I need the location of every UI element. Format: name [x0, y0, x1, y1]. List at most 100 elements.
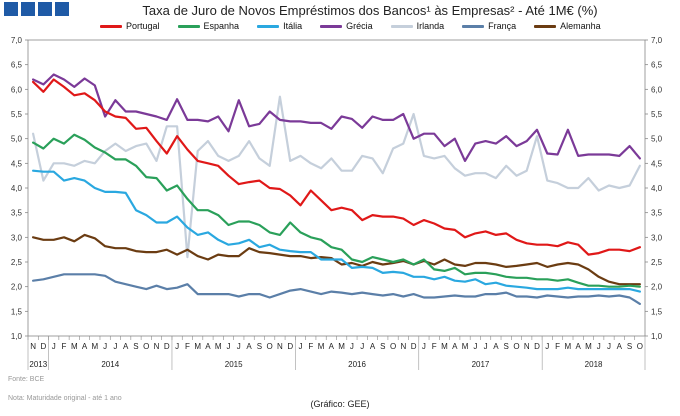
- footnote: Nota: Maturidade original - até 1 ano: [8, 395, 122, 402]
- legend-label: Espanha: [203, 21, 240, 31]
- y-tick-label-right: 7,0: [651, 36, 663, 45]
- x-month-label: M: [71, 342, 78, 351]
- x-month-label: N: [400, 342, 406, 351]
- x-month-label: F: [555, 342, 560, 351]
- x-month-label: A: [246, 342, 252, 351]
- x-month-label: J: [607, 342, 611, 351]
- y-tick-label-right: 6,0: [651, 85, 663, 94]
- y-tick-label-left: 7,0: [11, 36, 23, 45]
- x-month-label: O: [637, 342, 643, 351]
- x-month-label: J: [484, 342, 488, 351]
- x-month-label: N: [154, 342, 160, 351]
- x-month-label: O: [390, 342, 396, 351]
- legend-item: Itália: [257, 21, 302, 31]
- x-month-label: M: [585, 342, 592, 351]
- x-month-label: D: [287, 342, 293, 351]
- x-month-label: J: [227, 342, 231, 351]
- x-month-label: O: [267, 342, 273, 351]
- y-tick-label-right: 2,5: [651, 258, 663, 267]
- x-month-label: J: [299, 342, 303, 351]
- source-note: Fonte: BCE: [8, 376, 45, 383]
- legend-swatch: [534, 24, 557, 28]
- legend-label: Alemanha: [560, 21, 601, 31]
- legend-swatch: [390, 24, 413, 28]
- y-tick-label-right: 4,5: [651, 159, 663, 168]
- x-month-label: D: [41, 342, 47, 351]
- x-month-label: N: [524, 342, 530, 351]
- legend-label: França: [488, 21, 517, 31]
- x-month-label: M: [92, 342, 99, 351]
- series-line-portugal: [31, 78, 642, 256]
- y-tick-label-left: 5,0: [11, 135, 23, 144]
- x-month-label: S: [380, 342, 385, 351]
- legend-swatch: [320, 24, 343, 28]
- y-tick-label-left: 6,5: [11, 61, 23, 70]
- series-line-alemanha: [31, 233, 642, 286]
- x-month-label: M: [565, 342, 572, 351]
- x-year-label: 2014: [101, 360, 119, 369]
- x-month-label: A: [575, 342, 581, 351]
- y-tick-label-right: 5,0: [651, 135, 663, 144]
- y-tick-label-left: 5,5: [11, 110, 23, 119]
- x-month-label: J: [360, 342, 364, 351]
- y-tick-label-right: 3,5: [651, 209, 663, 218]
- legend-item: França: [462, 21, 516, 31]
- legend-label: Grécia: [346, 21, 373, 31]
- legend-item: Grécia: [320, 21, 373, 31]
- gee-logo: [4, 2, 69, 16]
- x-month-label: M: [338, 342, 345, 351]
- y-tick-label-right: 5,5: [651, 110, 663, 119]
- legend-swatch: [177, 24, 200, 28]
- y-tick-label-left: 6,0: [11, 85, 23, 94]
- y-tick-label-left: 4,5: [11, 159, 23, 168]
- x-month-label: D: [411, 342, 417, 351]
- x-month-label: A: [123, 342, 129, 351]
- x-month-label: J: [545, 342, 549, 351]
- x-month-label: N: [30, 342, 36, 351]
- y-tick-label-right: 4,0: [651, 184, 663, 193]
- x-month-label: F: [62, 342, 67, 351]
- y-tick-label-right: 6,5: [651, 61, 663, 70]
- legend-swatch: [100, 24, 122, 28]
- chart-legend: Portugal Espanha Itália Grécia Irlanda França…: [100, 21, 601, 31]
- x-month-label: F: [432, 342, 437, 351]
- x-month-label: M: [215, 342, 222, 351]
- legend-label: Irlanda: [416, 21, 445, 31]
- legend-label: Portugal: [126, 21, 160, 31]
- x-month-label: D: [164, 342, 170, 351]
- x-month-label: A: [370, 342, 376, 351]
- x-month-label: J: [350, 342, 354, 351]
- x-month-label: J: [473, 342, 477, 351]
- x-month-label: M: [462, 342, 469, 351]
- y-tick-label-left: 1,0: [11, 332, 23, 341]
- x-year-label: 2016: [348, 360, 366, 369]
- x-year-label: 2017: [472, 360, 490, 369]
- y-tick-label-right: 1,5: [651, 307, 663, 316]
- y-tick-label-left: 2,0: [11, 283, 23, 292]
- x-month-label: M: [318, 342, 325, 351]
- x-month-label: F: [185, 342, 190, 351]
- x-month-label: A: [82, 342, 88, 351]
- x-month-label: A: [493, 342, 499, 351]
- x-month-label: J: [113, 342, 117, 351]
- x-month-label: N: [277, 342, 283, 351]
- legend-label: Itália: [283, 21, 303, 31]
- x-month-label: J: [237, 342, 241, 351]
- series-line-espanha: [31, 133, 642, 288]
- x-month-label: S: [504, 342, 509, 351]
- y-tick-label-left: 3,5: [11, 209, 23, 218]
- legend-item: Irlanda: [390, 21, 445, 31]
- x-month-label: J: [103, 342, 107, 351]
- x-month-label: S: [257, 342, 262, 351]
- x-month-label: S: [133, 342, 138, 351]
- y-tick-label-left: 2,5: [11, 258, 23, 267]
- x-month-label: A: [329, 342, 335, 351]
- x-month-label: F: [308, 342, 313, 351]
- y-tick-label-left: 4,0: [11, 184, 23, 193]
- x-month-label: D: [534, 342, 540, 351]
- chart-credit: (Gráfico: GEE): [310, 399, 370, 409]
- x-month-label: J: [175, 342, 179, 351]
- y-tick-label-left: 1,5: [11, 307, 23, 316]
- y-tick-label-right: 3,0: [651, 233, 663, 242]
